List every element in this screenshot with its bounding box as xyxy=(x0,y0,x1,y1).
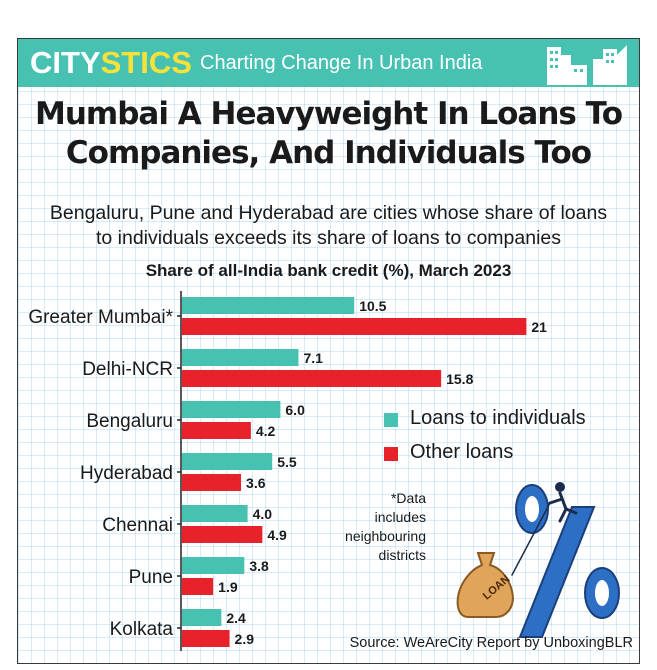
data-label: 15.8 xyxy=(446,371,473,387)
data-label: 6.0 xyxy=(285,402,305,418)
category-label: Bengaluru xyxy=(86,411,173,432)
climbing-person-icon xyxy=(511,482,578,576)
tagline: Charting Change In Urban India xyxy=(200,52,483,74)
category-label: Pune xyxy=(129,567,173,588)
bar-other xyxy=(182,422,251,439)
bar-individuals xyxy=(182,297,355,314)
data-label: 4.9 xyxy=(267,527,287,543)
bar-individuals xyxy=(182,401,281,418)
bar-other xyxy=(182,630,230,647)
bar-other xyxy=(182,526,263,543)
subtitle-line-1: Bengaluru, Pune and Hyderabad are cities… xyxy=(49,202,608,224)
subtitle: Bengaluru, Pune and Hyderabad are cities… xyxy=(18,201,639,251)
legend-label-other: Other loans xyxy=(410,441,514,463)
footnote-line: includes xyxy=(374,509,426,525)
bar-individuals xyxy=(182,453,273,470)
category-label: Delhi-NCR xyxy=(82,359,173,380)
bar-other xyxy=(182,318,527,335)
data-label: 21 xyxy=(531,319,547,335)
header-banner: CITYSTICS Charting Change In Urban India xyxy=(18,39,639,87)
bar-other xyxy=(182,578,214,595)
data-label: 10.5 xyxy=(359,298,386,314)
data-label: 4.0 xyxy=(253,506,273,522)
subtitle-line-2: to individuals exceeds its share of loan… xyxy=(95,227,561,249)
category-label: Hyderabad xyxy=(80,463,173,484)
footnote-line: *Data xyxy=(390,490,426,506)
brand-logo: CITYSTICS xyxy=(30,45,192,81)
page-title: Mumbai A Heavyweight In Loans To Compani… xyxy=(18,95,639,173)
category-label: Greater Mumbai* xyxy=(28,307,173,328)
data-label: 2.9 xyxy=(235,631,255,647)
source-credit: Source: WeAreCity Report by UnboxingBLR xyxy=(349,635,633,651)
loan-bag-icon: LOAN xyxy=(456,552,514,618)
chart-title: Share of all-India bank credit (%), Marc… xyxy=(145,261,512,280)
data-label: 5.5 xyxy=(277,454,297,470)
data-label: 1.9 xyxy=(218,579,238,595)
legend-swatch-other xyxy=(384,447,398,461)
data-label: 3.6 xyxy=(246,475,266,491)
bar-other xyxy=(182,370,442,387)
infographic-frame: CITYSTICS Charting Change In Urban India xyxy=(17,38,640,664)
footnote: *Data includes neighbouring districts xyxy=(326,489,426,565)
data-label: 3.8 xyxy=(249,558,269,574)
bar-individuals xyxy=(182,609,222,626)
loan-percent-illustration: LOAN xyxy=(456,482,620,638)
title-line-2: Companies, And Individuals Too xyxy=(65,135,592,171)
bar-individuals xyxy=(182,557,245,574)
footnote-line: neighbouring xyxy=(345,528,426,544)
bar-other xyxy=(182,474,242,491)
legend-swatch-individuals xyxy=(384,413,398,427)
bar-individuals xyxy=(182,505,248,522)
bar-chart: Greater Mumbai* 10.5 21 Delhi-NCR 7.1 15.8 Ben… xyxy=(28,291,547,651)
brand-part1: CITY xyxy=(30,45,101,80)
title-line-1: Mumbai A Heavyweight In Loans To xyxy=(34,96,623,132)
data-label: 7.1 xyxy=(303,350,323,366)
data-label: 2.4 xyxy=(226,610,246,626)
category-label: Kolkata xyxy=(110,619,174,640)
data-label: 4.2 xyxy=(256,423,276,439)
skyline-icon xyxy=(547,45,627,85)
percent-sign-icon xyxy=(515,484,620,638)
bar-individuals xyxy=(182,349,299,366)
brand-part2: STICS xyxy=(100,45,192,80)
category-label: Chennai xyxy=(102,515,173,536)
footnote-line: districts xyxy=(378,547,426,563)
legend-label-individuals: Loans to individuals xyxy=(410,407,586,429)
